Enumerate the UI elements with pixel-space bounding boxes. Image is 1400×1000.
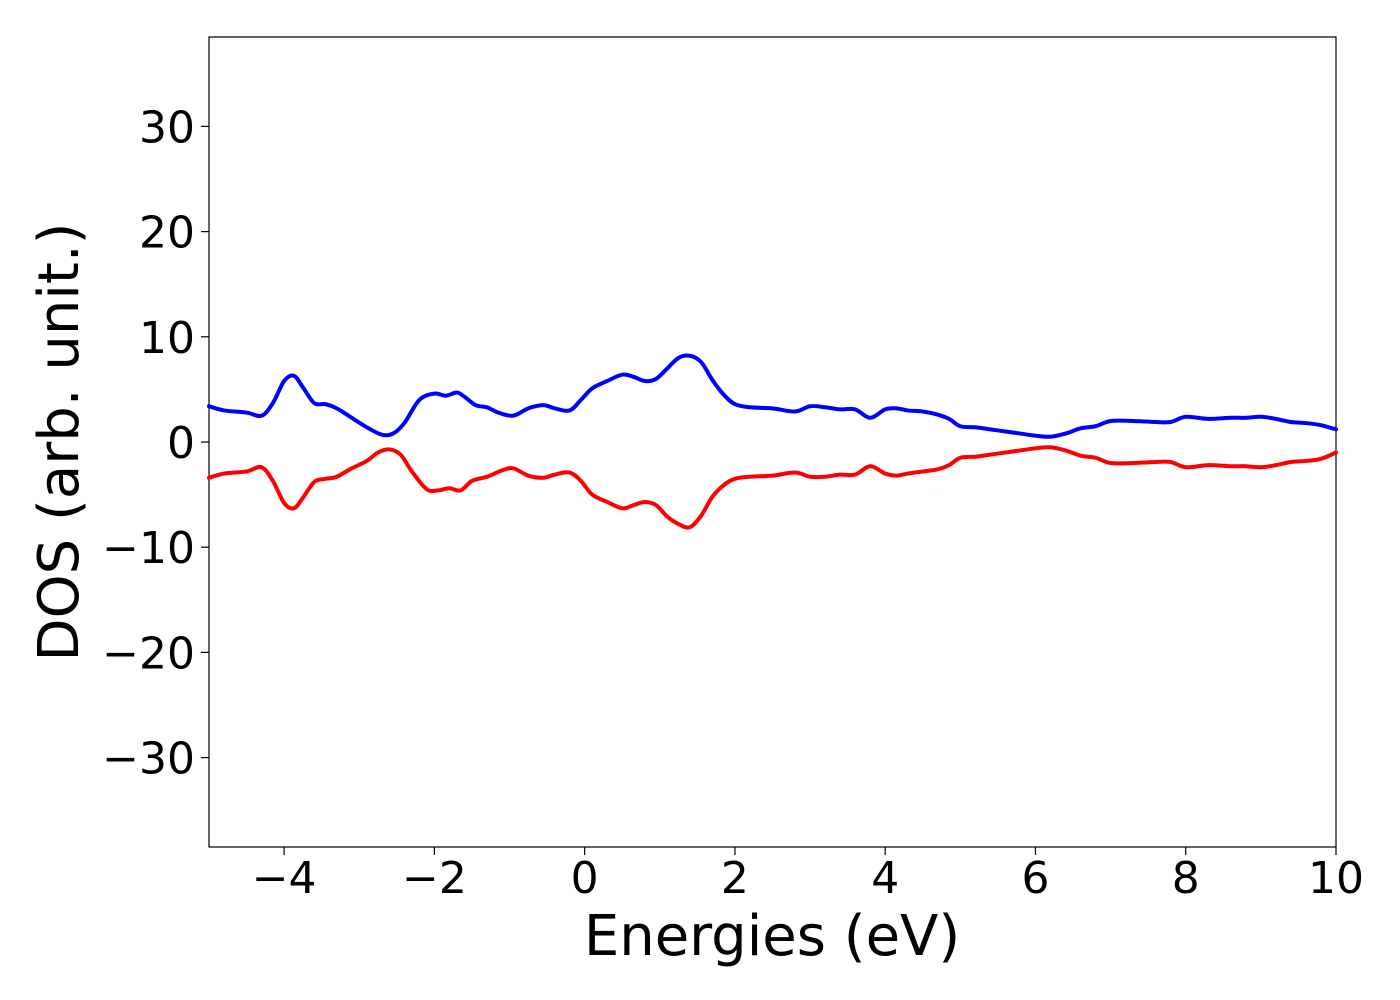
y-tick-label: 10 [139, 313, 195, 364]
y-tick-label: 30 [139, 102, 195, 153]
plot-frame [208, 36, 1337, 848]
series-line-0 [207, 353, 1338, 439]
y-tick-label: 20 [139, 208, 195, 259]
x-tick-label: 6 [1021, 853, 1049, 904]
y-axis-label: DOS (arb. unit.) [27, 222, 92, 661]
x-tick-label: 2 [721, 853, 749, 904]
series-line-1 [207, 445, 1338, 530]
x-tick-label: −2 [402, 853, 467, 904]
x-tick-label: 4 [871, 853, 899, 904]
x-axis-label: Energies (eV) [584, 904, 960, 969]
x-tick-label: −4 [252, 853, 317, 904]
y-tick-label: −10 [102, 523, 195, 574]
x-tick-label: 0 [571, 853, 599, 904]
y-tick-label: −30 [102, 734, 195, 785]
y-axis: 30 20 10 0 −10 −20 −30 [102, 102, 209, 785]
x-tick-label: 8 [1172, 853, 1200, 904]
x-axis: −4 −2 0 2 4 6 8 10 [252, 847, 1364, 904]
x-tick-label: 10 [1308, 853, 1364, 904]
y-tick-label: 0 [167, 418, 195, 469]
series-layer [207, 353, 1338, 530]
y-tick-label: −20 [102, 628, 195, 679]
